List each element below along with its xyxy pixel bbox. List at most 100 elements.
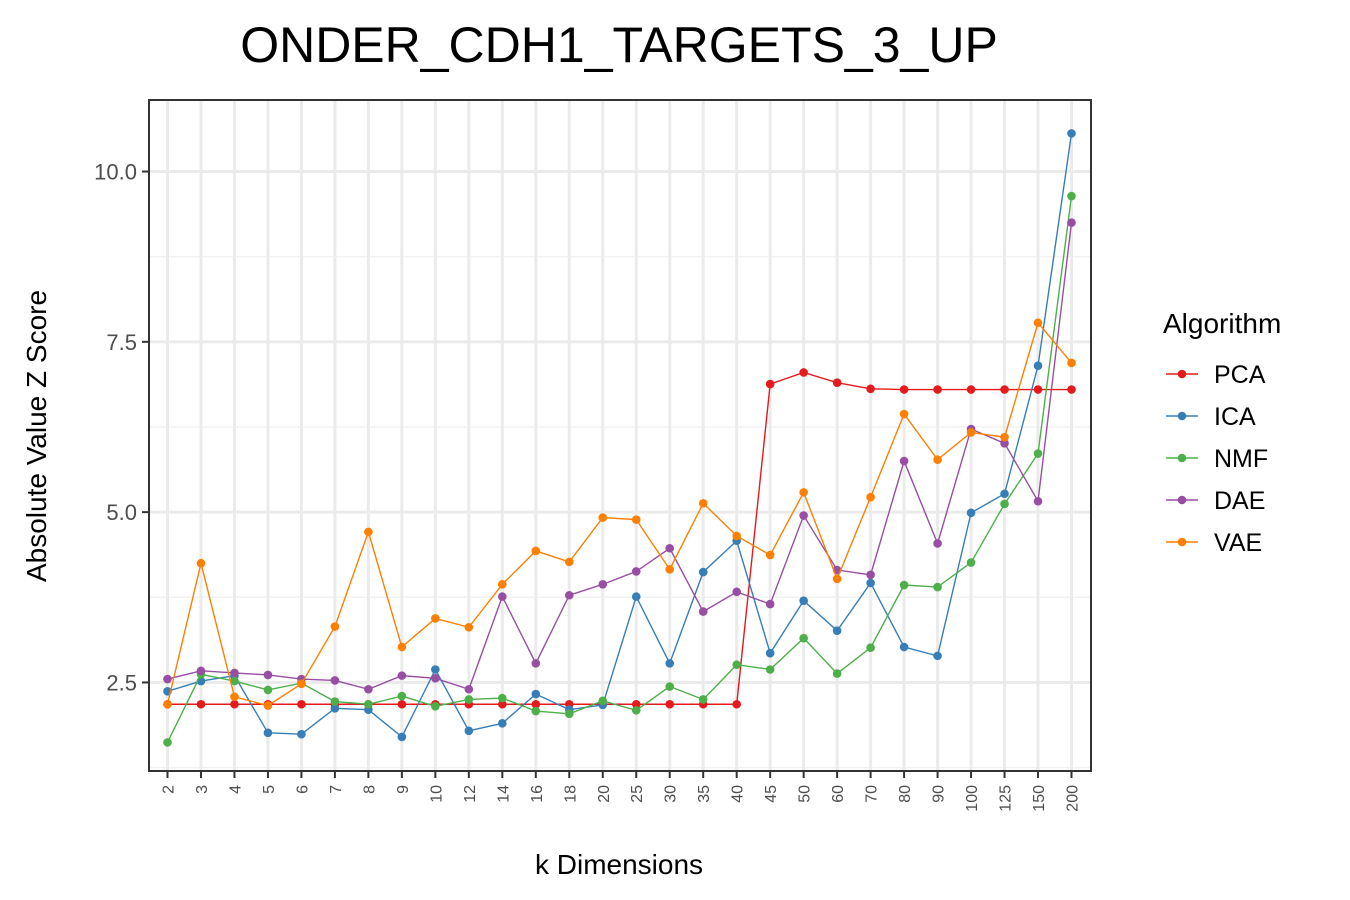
x-tick-label: 8 [361,785,378,794]
data-point-pca [1033,385,1043,394]
data-point-vae [598,513,608,522]
data-point-vae [163,699,172,709]
y-axis-title: Absolute Value Z Score [21,290,52,582]
y-tick-label: 7.5 [106,330,137,355]
series-line-vae [166,321,1073,707]
data-point-ica [631,592,641,601]
x-tick-label: 16 [529,785,546,803]
x-tick-label: 45 [763,785,780,803]
data-point-vae [933,455,942,464]
data-point-pca [866,384,875,394]
data-point-dae [196,666,206,676]
legend-label: PCA [1214,361,1266,389]
legend-items: PCA ICA NMF DAE VAE [1166,361,1268,557]
data-point-pca [531,699,541,709]
legend-item-dae: DAE [1166,487,1265,515]
data-point-pca [1067,385,1076,394]
legend-item-vae: VAE [1166,529,1262,557]
data-point-nmf [431,701,440,711]
data-point-dae [799,511,808,520]
plot-panel-border [148,99,1092,772]
legend-key-point [1177,369,1187,379]
x-tick-label: 2 [161,785,178,794]
data-point-pca [230,699,239,709]
x-tick-label: 80 [897,785,914,803]
series-lines [163,129,1076,747]
data-point-vae [765,550,775,560]
data-point-vae [698,498,708,508]
data-point-ica [531,689,541,699]
series-vae [163,318,1076,710]
data-point-vae [1033,318,1043,328]
data-point-dae [498,592,507,601]
x-tick-label: 10 [428,785,445,803]
series-line-pca [167,371,1072,705]
data-point-dae [899,456,909,466]
x-tick-label: 70 [864,785,881,803]
legend-item-nmf: NMF [1166,445,1268,473]
x-tick-label: 14 [495,785,512,803]
data-point-vae [732,531,741,541]
legend-title: Algorithm [1163,308,1281,339]
data-point-dae [431,674,440,683]
data-point-nmf [531,706,541,716]
data-point-vae [230,692,239,702]
data-point-vae [564,557,574,567]
data-point-ica [498,719,507,728]
data-point-pca [765,379,775,389]
data-point-nmf [1067,191,1076,201]
data-point-nmf [1000,499,1009,509]
data-point-ica [1067,129,1076,138]
x-tick-label: 40 [730,785,747,803]
data-point-nmf [263,685,273,695]
y-tick-label: 2.5 [106,670,137,695]
x-tick-label: 125 [998,785,1015,812]
data-point-nmf [564,709,574,719]
data-point-dae [464,684,474,694]
series-line-ica [167,133,1073,739]
data-point-ica [1000,489,1009,499]
x-tick-label: 20 [596,785,613,803]
data-point-nmf [832,669,842,678]
data-point-dae [1000,439,1009,448]
data-point-pca [966,385,976,394]
legend: Algorithm PCA ICA NMF DAE VAE [1163,308,1281,557]
x-tick-label: 100 [964,785,981,812]
data-point-nmf [397,691,407,701]
data-point-vae [196,558,206,568]
data-point-vae [1067,358,1076,368]
data-point-pca [899,385,909,394]
data-point-vae [330,622,340,631]
data-point-pca [297,699,306,709]
data-point-pca [799,368,808,377]
x-tick-label: 200 [1065,785,1082,812]
data-point-vae [263,701,273,710]
x-tick-label: 60 [830,785,847,803]
series-ica [163,129,1076,742]
data-point-vae [631,515,641,524]
data-point-ica [297,729,306,739]
data-point-dae [397,671,407,680]
y-tick-label: 5.0 [106,500,137,525]
data-point-dae [933,539,942,548]
data-point-vae [665,565,675,574]
legend-label: NMF [1214,445,1268,473]
data-point-pca [498,699,507,709]
data-point-ica [263,728,273,738]
chart-title: ONDER_CDH1_TARGETS_3_UP [240,17,998,73]
x-tick-label: 150 [1031,785,1048,812]
x-tick-label: 4 [227,785,244,794]
data-point-pca [397,699,407,709]
legend-key-point [1177,411,1187,421]
x-tick-label: 6 [294,785,311,794]
data-point-dae [598,580,608,589]
data-point-nmf [230,676,239,686]
data-point-vae [866,492,875,502]
data-point-pca [631,699,641,709]
x-tick-label: 12 [462,785,479,803]
x-tick-label: 25 [629,785,646,803]
axes: 2.55.07.510.02 3 4 5 6 7 8 9 10 12 14 16 18 20 25 30 35 4… [94,160,1081,812]
data-point-vae [464,622,474,632]
data-point-vae [832,574,842,584]
